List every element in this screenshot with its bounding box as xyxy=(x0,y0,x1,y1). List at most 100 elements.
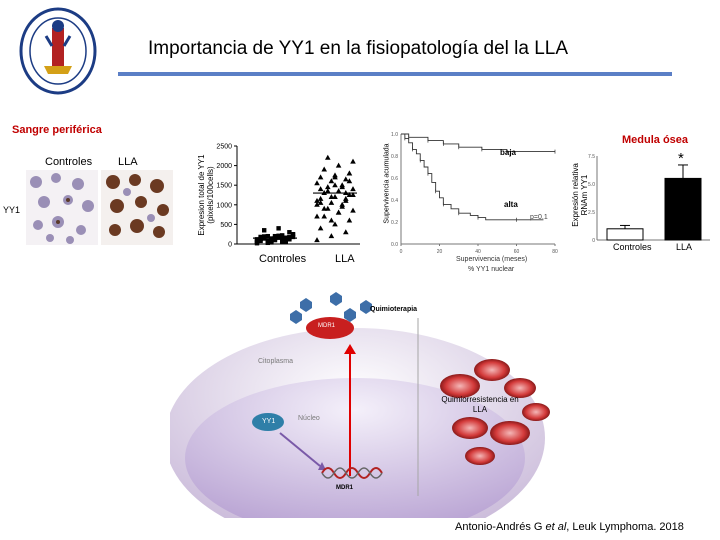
scatter-point-lla xyxy=(332,182,338,188)
scatter-point-lla xyxy=(339,184,345,190)
scatter-plot-area: 0 500 1000 1500 2000 2500 xyxy=(216,144,360,249)
title-underline xyxy=(118,72,672,76)
citation: Antonio-Andrés G et al, Leuk Lymphoma. 2… xyxy=(455,521,684,533)
scatter-point-lla xyxy=(332,221,338,227)
scatter-ytick-label: 0 xyxy=(228,242,232,249)
bone-marrow-header: Medula ósea xyxy=(622,134,689,146)
scatter-point-lla xyxy=(317,199,324,205)
peripheral-blood-header: Sangre periférica xyxy=(12,124,102,136)
scatter-ylabel: Expresion total de YY1 (pixels/100cells) xyxy=(197,154,215,236)
scatter-xlabel-lla: LLA xyxy=(335,253,355,265)
bar-controles xyxy=(606,228,644,241)
scatter-point-lla xyxy=(339,201,345,207)
scatter-point-lla xyxy=(321,166,327,172)
scatter-point-controles xyxy=(269,238,274,243)
scatter-point-controles xyxy=(280,233,285,238)
mdr1-protein xyxy=(306,317,354,339)
diagram-label-cytoplasm: Citoplasma xyxy=(258,358,294,365)
survival-xtick-label: 40 xyxy=(475,249,481,255)
scatter-ytick-label: 1500 xyxy=(216,183,232,190)
bar-xlabel-controles: Controles xyxy=(613,242,652,252)
bar-ytick-label: 0 xyxy=(592,238,595,244)
scatter-point-lla xyxy=(350,158,356,164)
scatter-ytick-label: 2000 xyxy=(216,163,232,170)
bar-plot-area: 0 2.5 5.0 7.5 xyxy=(588,154,710,244)
scatter-point-controles xyxy=(254,239,260,244)
scatter-point-lla xyxy=(328,199,335,205)
diagram-label-chemoresistance: Quimiorresistencia en LLA xyxy=(441,395,519,414)
scatter-point-lla xyxy=(335,162,342,168)
diagram-label-nucleus: Núcleo xyxy=(298,415,320,422)
scatter-point-lla xyxy=(317,195,324,201)
scatter-point-lla xyxy=(314,180,320,186)
scatter-point-controles xyxy=(262,234,267,239)
scatter-point-lla xyxy=(328,233,335,239)
bar-xlabel-lla: LLA xyxy=(676,242,693,252)
red-blood-cells xyxy=(440,359,550,465)
survival-ytick-label: 0.8 xyxy=(391,154,398,160)
bar-significance: * xyxy=(678,150,684,167)
survival-xtick-label: 60 xyxy=(514,249,520,255)
scatter-ytick-label: 1000 xyxy=(216,202,232,209)
survival-ytick-label: 0.0 xyxy=(391,242,398,248)
citation-suffix: , Leuk Lymphoma. 2018 xyxy=(566,521,684,533)
scatter-chart: 0 500 1000 1500 2000 2500 xyxy=(215,138,365,268)
scatter-point-lla xyxy=(325,184,331,190)
survival-curve-baja xyxy=(401,133,555,153)
bar-ytick-label: 2.5 xyxy=(588,210,595,216)
survival-xlabel: Supervivencia (meses) xyxy=(456,256,528,263)
scatter-point-lla xyxy=(332,174,338,180)
scatter-point-controles xyxy=(290,232,296,237)
survival-xlabel-2: % YY1 nuclear xyxy=(468,266,515,273)
scatter-point-lla xyxy=(350,192,356,197)
bar-chart: 0 2.5 5.0 7.5 xyxy=(585,152,715,252)
scatter-point-lla xyxy=(325,154,331,160)
scatter-point-lla xyxy=(335,209,342,215)
scatter-point-lla xyxy=(314,201,320,207)
scatter-point-lla xyxy=(350,207,356,213)
row-label-yy1: YY1 xyxy=(3,205,21,215)
diagram-label-chemo: Quimioterapia xyxy=(370,306,418,313)
survival-p-value: p=0.1 xyxy=(530,214,548,221)
scatter-point-lla xyxy=(343,176,349,182)
survival-ytick-label: 1.0 xyxy=(391,132,398,138)
dna-helix xyxy=(321,467,383,479)
scatter-point-lla xyxy=(321,205,327,211)
survival-xtick-label: 20 xyxy=(437,249,443,255)
scatter-point-lla xyxy=(317,174,324,180)
bar-ytick-label: 5.0 xyxy=(588,182,595,188)
scatter-point-controles xyxy=(262,228,267,233)
scatter-point-lla xyxy=(332,193,338,199)
survival-plot-area: 0.0 0.2 0.4 0.6 0.8 1.0 0 20 40 60 80 xyxy=(391,132,558,255)
scatter-point-controles xyxy=(287,235,292,240)
scatter-point-lla xyxy=(328,193,335,199)
scatter-point-controles xyxy=(290,234,296,240)
scatter-point-lla xyxy=(343,229,349,235)
scatter-point-controles xyxy=(258,236,263,242)
scatter-point-lla xyxy=(325,188,331,194)
citation-prefix: Antonio-Andrés G xyxy=(455,521,546,533)
controls-column-label: Controles xyxy=(45,156,93,168)
survival-label-alta: alta xyxy=(504,200,518,209)
university-logo xyxy=(18,6,98,96)
survival-chart: 0.0 0.2 0.4 0.6 0.8 1.0 0 20 40 60 80 xyxy=(385,126,560,286)
chemotherapy-drugs xyxy=(290,292,372,324)
scatter-point-controles xyxy=(276,226,281,231)
scatter-point-controles xyxy=(265,240,270,246)
scatter-point-lla xyxy=(350,186,356,192)
diagram-label-mdr1-protein: MDR1 xyxy=(318,323,336,329)
survival-label-baja: baja xyxy=(500,148,517,157)
scatter-point-lla xyxy=(314,237,320,243)
slide-title: Importancia de YY1 en la fisiopatología … xyxy=(148,38,569,59)
micrograph-controls xyxy=(26,170,98,245)
scatter-xlabel-controles: Controles xyxy=(259,253,307,265)
scatter-point-controles xyxy=(280,239,285,245)
yy1-protein xyxy=(252,413,284,431)
diagram-label-mdr1-gene: MDR1 xyxy=(336,485,354,491)
survival-ytick-label: 0.4 xyxy=(391,198,398,204)
citation-etal: et al xyxy=(545,521,567,533)
scatter-point-lla xyxy=(328,217,335,223)
scatter-point-controles xyxy=(265,233,270,239)
bar-lla xyxy=(664,177,702,241)
scatter-point-lla xyxy=(317,225,324,231)
